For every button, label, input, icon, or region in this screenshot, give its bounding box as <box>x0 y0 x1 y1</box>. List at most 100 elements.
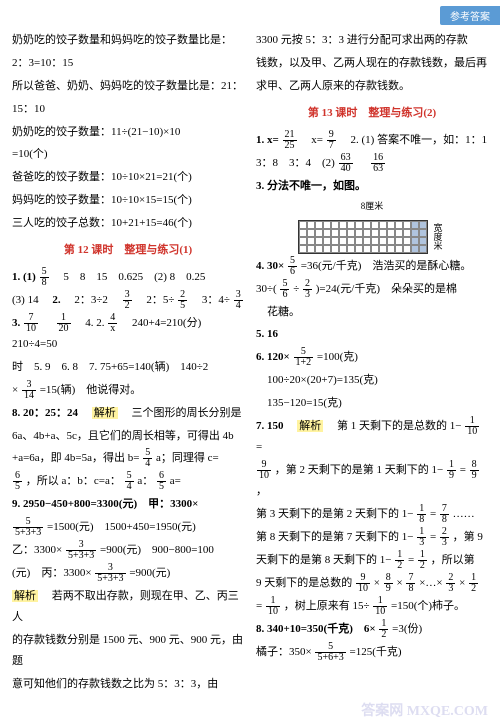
watermark: 答案网 MXQE.COM <box>361 700 488 720</box>
text: = <box>430 508 436 520</box>
q8c: 橘子：350× 55+6+3 =125(千克) <box>256 642 488 663</box>
text: ，树上原来有 15÷ <box>284 600 370 612</box>
text: 若两不取出存款，则现在甲、乙、丙三人 <box>12 590 239 623</box>
text: 2. <box>96 317 107 329</box>
text: 钱数，以及甲、乙两人现在的存款钱数，最后再 <box>256 53 488 74</box>
text: ×…× <box>419 577 442 589</box>
text: 135−120=15(克) <box>256 393 488 414</box>
fraction: 89 <box>384 573 393 594</box>
q4: 4. 30× 56 =36(元/千克) 浩浩买的是酥心糖。 <box>256 256 488 277</box>
text: 第 8 天剩下的是第 7 天剩下的 1− <box>256 531 413 543</box>
text: = <box>460 464 466 476</box>
text: 三个图形的周长分别是 <box>121 407 242 419</box>
text: 2. (1) 答案不唯一，如：1：1 <box>340 134 488 146</box>
text: 15：10 <box>12 99 244 120</box>
fraction: 23 <box>440 527 449 548</box>
text: 所以爸爸、奶奶、妈妈吃的饺子数量比是：21： <box>12 76 244 97</box>
fraction: 56 <box>288 256 297 277</box>
fraction: 710 <box>24 313 38 334</box>
text: 9 天剩下的是总数的 <box>256 577 352 589</box>
text: 乙：3300× <box>12 544 62 556</box>
content-columns: 奶奶吃的饺子数量和妈妈吃的饺子数量比是： 2：3=10：15 所以爸爸、奶奶、妈… <box>12 30 488 697</box>
fraction: 78 <box>406 573 415 594</box>
text: ÷ <box>293 283 299 295</box>
text: × <box>374 577 380 589</box>
fraction: 19 <box>447 460 456 481</box>
fraction: 12 <box>469 573 478 594</box>
fraction: 54 <box>125 471 134 492</box>
fraction: 910 <box>257 460 271 481</box>
text: (元) 丙：3300× <box>12 567 92 579</box>
q5: 5. 16 <box>256 324 488 345</box>
text: 时 5. 9 6. 8 7. 75+65=140(辆) 140÷2 <box>12 357 244 378</box>
fraction: 25 <box>178 290 187 311</box>
text: =3(份) <box>392 623 422 635</box>
fraction: 18 <box>417 504 426 525</box>
q7p: 9 天剩下的是总数的 910 × 89 × 78 ×…× 23 × 12 <box>256 573 488 594</box>
label: 1. x= <box>256 134 279 146</box>
highlight: 解析 <box>297 420 323 432</box>
q7d: 910 ，第 2 天剩下的是第 1 天剩下的 1− 19 = 89 ， <box>256 460 488 502</box>
text: (3) 14 <box>12 294 50 306</box>
q1d: 3：8 3：4 (2) 6340 1663 <box>256 153 488 174</box>
grid-top-label: 8厘米 <box>256 198 488 215</box>
q8: 8. 20：25：24 解析 三个图形的周长分别是 <box>12 403 244 424</box>
q9: 9. 2950−450+800=3300(元) 甲：3300× <box>12 494 244 515</box>
section-title-12: 第 12 课时 整理与练习(1) <box>12 240 244 261</box>
text: = <box>256 600 262 612</box>
fraction: 910 <box>356 573 370 594</box>
section-title-13: 第 13 课时 整理与练习(2) <box>256 103 488 124</box>
fraction: 6340 <box>339 153 353 174</box>
text: × <box>459 577 465 589</box>
text: 天剩下的是第 8 天剩下的 1− <box>256 554 391 566</box>
text: a；同理得 c= <box>156 453 219 465</box>
q1: 1. (1) 58 5 8 15 0.625 (2) 8 0.25 <box>12 267 244 288</box>
q7: 7. 150 解析 第 1 天剩下的是总数的 1− 110 = <box>256 416 488 458</box>
fraction: 120 <box>57 313 71 334</box>
text: 4. <box>74 317 96 329</box>
fraction: 2125 <box>283 130 297 151</box>
fraction: 51+2 <box>294 347 314 368</box>
fraction: 35+3+3 <box>95 563 125 584</box>
q7v: = 110 ，树上原来有 15÷ 110 =150(个)柿子。 <box>256 596 488 617</box>
right-column: 3300 元按 5：3：3 进行分配可求出两的存款 钱数，以及甲、乙两人现在的存… <box>256 30 488 697</box>
label: 7. 150 <box>256 420 295 432</box>
text: 3：4÷ <box>191 294 230 306</box>
q3-label: 3. 分法不唯一，如图。 <box>256 176 488 197</box>
text: 妈妈吃的饺子数量：10÷10×15=15(个) <box>12 190 244 211</box>
fraction: 65 <box>13 471 22 492</box>
text: =15(辆) 他说得对。 <box>40 384 142 396</box>
text: x= <box>300 134 323 146</box>
text: =1500(元) 1500+450=1950(元) <box>47 521 196 533</box>
text: =100(克) <box>317 351 358 363</box>
grid-figure: 8厘米 宽度米 <box>256 198 488 255</box>
q9b: 55+3+3 =1500(元) 1500+450=1950(元) <box>12 517 244 538</box>
text: a： <box>137 476 153 488</box>
text: 第 3 天剩下的是第 2 天剩下的 1− <box>256 508 413 520</box>
fraction: 58 <box>40 267 49 288</box>
q6: 6. 120× 51+2 =100(克) <box>256 347 488 368</box>
text: 100÷20×(20+7)=135(克) <box>256 370 488 391</box>
text: = <box>430 531 436 543</box>
text: +a=6a，即 4b=5a，得出 b= <box>12 453 139 465</box>
text: 第 1 天剩下的是总数的 1− <box>326 420 461 432</box>
fraction: 12 <box>395 550 404 571</box>
text: ，第 9 <box>453 531 483 543</box>
fraction: 34 <box>234 290 243 311</box>
fraction: 13 <box>417 527 426 548</box>
text: 30÷( <box>256 283 277 295</box>
text: = <box>256 441 262 453</box>
fraction: 56 <box>280 279 289 300</box>
text: = <box>408 554 414 566</box>
text: =150(个)柿子。 <box>391 600 465 612</box>
fraction: 55+3+3 <box>13 517 43 538</box>
grid-side-label: 宽度米 <box>428 223 445 250</box>
q7g: 第 3 天剩下的是第 2 天剩下的 1− 18 = 78 …… <box>256 504 488 525</box>
fraction: 65 <box>157 471 166 492</box>
highlight: 解析 <box>92 407 118 419</box>
text: ，所以第 <box>431 554 475 566</box>
text: × <box>396 577 402 589</box>
fraction: 110 <box>373 596 387 617</box>
text: 意可知他们的存款钱数之比为 5：3：3，由 <box>12 674 244 695</box>
q8f: 65 ，所以 a：b：c=a： 54 a： 65 a= <box>12 471 244 492</box>
